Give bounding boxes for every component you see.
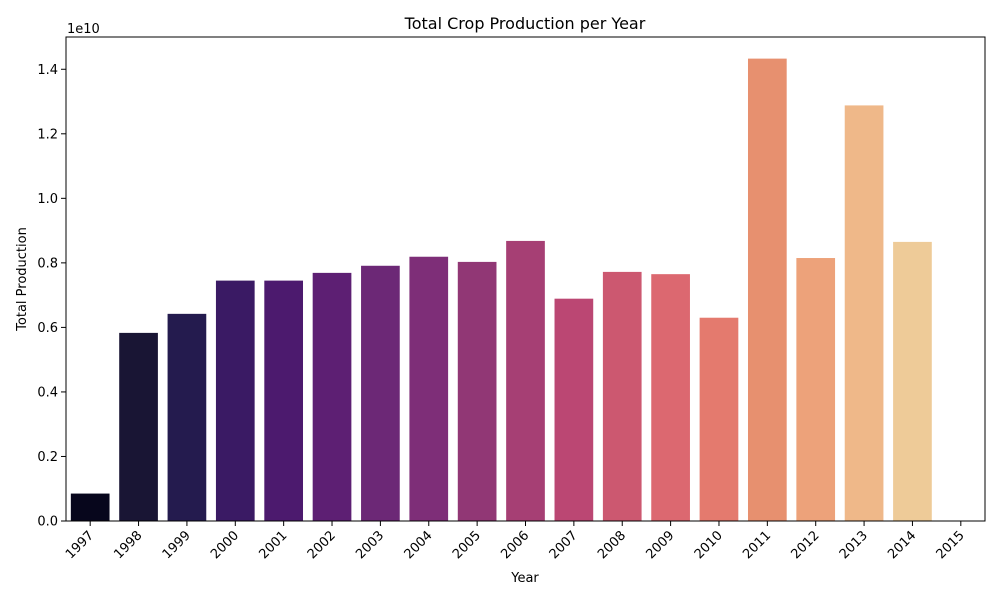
x-tick-label: 2004 — [402, 528, 436, 562]
y-tick-label: 1.0 — [37, 192, 58, 207]
bar-2000 — [215, 280, 255, 521]
bar-2004 — [409, 256, 449, 521]
bar-1997 — [70, 493, 110, 521]
bar-2013 — [844, 105, 884, 521]
x-tick-label: 2006 — [498, 528, 532, 562]
x-tick-label: 2012 — [789, 528, 823, 562]
x-axis-ticks: 1997 1998 1999 2000 2001 2002 2003 2004 2005 2006… — [63, 521, 968, 562]
y-axis-ticks: 0.0 0.2 0.4 0.6 0.8 1.0 1.2 1.4 — [37, 63, 66, 530]
bar-2001 — [264, 280, 304, 521]
bar-1998 — [119, 332, 158, 521]
y-tick-label: 0.8 — [37, 256, 58, 271]
y-tick-label: 1.4 — [37, 63, 58, 78]
bar-1999 — [167, 313, 207, 521]
y-tick-label: 1.2 — [37, 127, 58, 142]
x-tick-label: 2010 — [692, 528, 726, 562]
x-tick-label: 2005 — [450, 528, 484, 562]
x-tick-label: 2013 — [837, 528, 871, 562]
x-axis-label: Year — [510, 571, 539, 586]
y-axis-label: Total Production — [15, 227, 30, 332]
x-tick-label: 1998 — [111, 528, 145, 562]
x-tick-label: 2003 — [353, 528, 387, 562]
x-tick-label: 2011 — [740, 528, 774, 562]
x-tick-label: 2007 — [547, 528, 581, 562]
y-tick-label: 0.4 — [37, 385, 58, 400]
bar-2009 — [651, 274, 690, 521]
bars-group — [70, 58, 932, 522]
y-tick-label: 0.0 — [37, 515, 58, 530]
y-tick-label: 0.2 — [37, 450, 58, 465]
x-tick-label: 2001 — [256, 528, 290, 562]
y-tick-label: 0.6 — [37, 321, 58, 336]
bar-2007 — [554, 298, 594, 521]
x-tick-label: 2009 — [643, 528, 677, 562]
bar-2008 — [602, 271, 642, 521]
bar-2014 — [893, 241, 932, 522]
bar-2003 — [361, 265, 400, 521]
x-tick-label: 2008 — [595, 528, 629, 562]
bar-2005 — [457, 261, 497, 521]
bar-2012 — [796, 258, 836, 521]
x-tick-label: 2000 — [208, 528, 242, 562]
bar-2010 — [699, 317, 739, 521]
x-tick-label: 2014 — [885, 528, 919, 562]
x-tick-label: 2015 — [934, 528, 968, 562]
x-tick-label: 1999 — [160, 528, 194, 562]
plot-frame — [65, 36, 986, 522]
chart-title: Total Crop Production per Year — [404, 14, 646, 33]
bar-2011 — [747, 58, 787, 522]
x-tick-label: 1997 — [63, 528, 97, 562]
bar-2006 — [506, 240, 545, 521]
bar-2002 — [312, 272, 352, 521]
y-offset-label: 1e10 — [67, 22, 100, 37]
x-tick-label: 2002 — [305, 528, 339, 562]
